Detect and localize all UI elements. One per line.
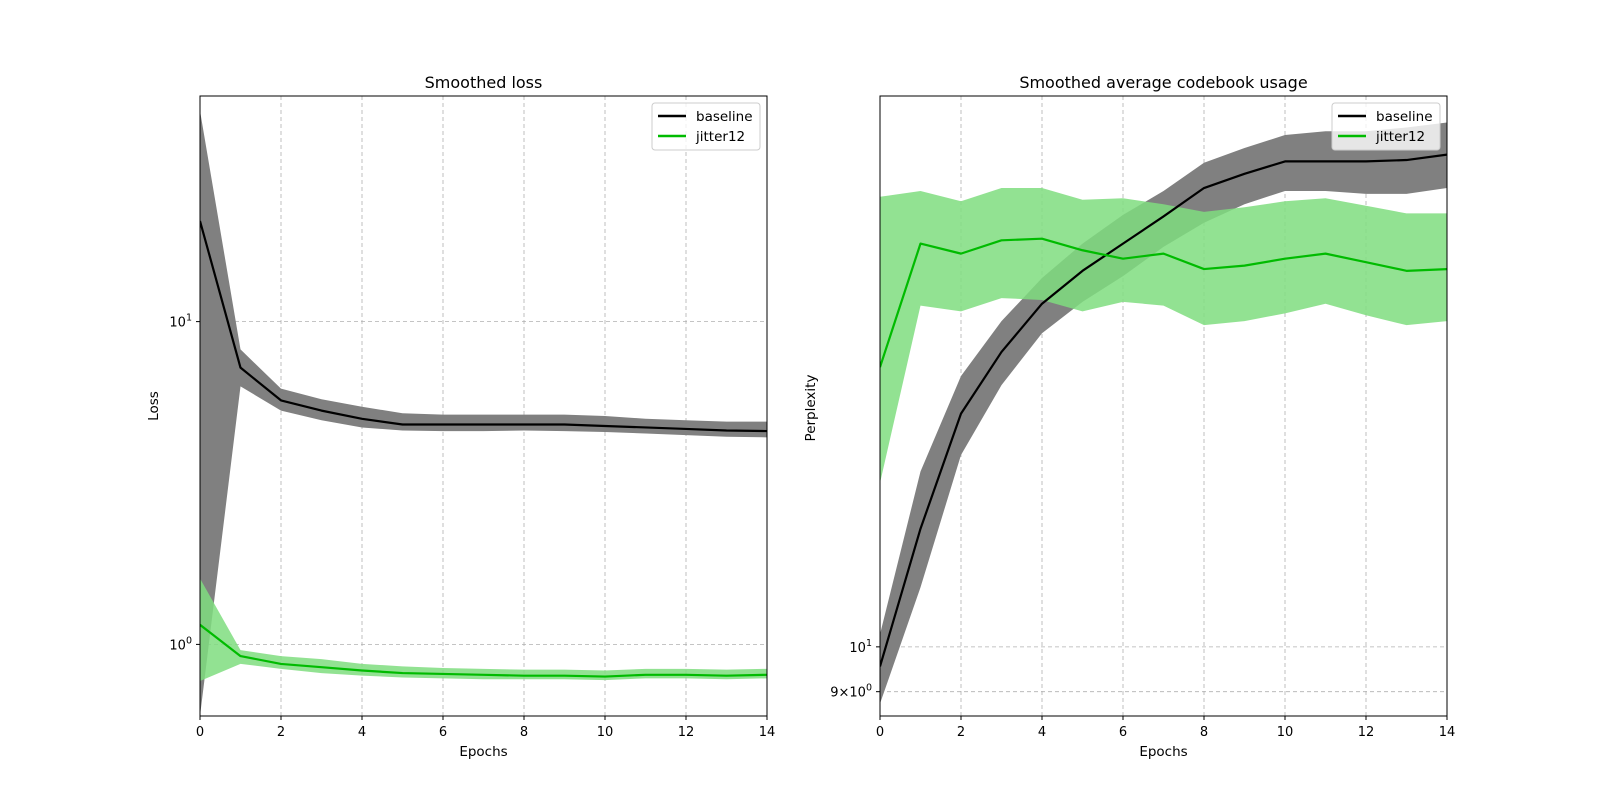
loss-chart-title: Smoothed loss: [425, 73, 543, 92]
loss-x-ticks: 0 2 4 6 8 10 12 14: [196, 716, 775, 740]
usage-x-tick-label: 0: [876, 725, 884, 740]
codebook-usage-chart: 0 2 4 6 8 10 12 14 101 9×100 Smoothed average co…: [803, 73, 1455, 760]
usage-line-jitter12: [880, 237, 1447, 368]
usage-x-tick-label: 2: [957, 725, 965, 740]
usage-x-axis-label: Epochs: [1139, 744, 1187, 760]
usage-y-ticks: 101 9×100: [830, 638, 880, 701]
loss-line-baseline: [200, 220, 767, 433]
loss-y-ticks: 101 100: [169, 313, 200, 653]
usage-y-tick-label: 101: [849, 638, 872, 656]
loss-x-tick-label: 14: [759, 725, 776, 740]
loss-y-tick-label: 100: [169, 635, 192, 653]
loss-y-axis-label: Loss: [146, 391, 162, 421]
loss-x-tick-label: 0: [196, 725, 204, 740]
loss-x-tick-label: 2: [277, 725, 285, 740]
usage-x-tick-label: 10: [1277, 725, 1294, 740]
loss-legend: baseline jitter12: [651, 102, 761, 151]
loss-lines: [200, 220, 767, 678]
usage-x-tick-label: 6: [1119, 725, 1127, 740]
usage-y-tick-label: 9×100: [830, 683, 872, 701]
usage-x-tick-label: 14: [1439, 725, 1456, 740]
usage-band-jitter12: [880, 188, 1447, 483]
usage-chart-title: Smoothed average codebook usage: [1019, 73, 1307, 92]
usage-lines: [880, 153, 1447, 667]
loss-band-jitter12: [200, 578, 767, 682]
usage-axes-frame: [879, 95, 1448, 717]
usage-legend: baseline jitter12: [1331, 102, 1441, 151]
loss-x-tick-label: 6: [439, 725, 447, 740]
loss-x-tick-label: 4: [358, 725, 366, 740]
loss-y-tick-label: 101: [169, 313, 192, 331]
usage-x-ticks: 0 2 4 6 8 10 12 14: [876, 716, 1455, 740]
usage-x-tick-label: 4: [1038, 725, 1046, 740]
usage-x-tick-label: 8: [1200, 725, 1208, 740]
loss-x-tick-label: 8: [520, 725, 528, 740]
usage-bands: [880, 122, 1447, 704]
loss-x-tick-label: 10: [597, 725, 614, 740]
usage-y-axis-label: Perplexity: [803, 375, 819, 442]
loss-line-jitter12: [200, 623, 767, 678]
loss-bands: [200, 110, 767, 716]
usage-line-baseline: [880, 153, 1447, 667]
usage-x-tick-label: 12: [1358, 725, 1375, 740]
loss-x-axis-label: Epochs: [459, 744, 507, 760]
usage-legend-label-jitter12: jitter12: [1375, 129, 1425, 145]
loss-axes-frame: [199, 95, 768, 717]
loss-band-baseline: [200, 110, 767, 716]
usage-legend-label-baseline: baseline: [1376, 109, 1433, 125]
loss-x-tick-label: 12: [678, 725, 695, 740]
loss-legend-label-jitter12: jitter12: [695, 129, 745, 145]
loss-legend-label-baseline: baseline: [696, 109, 753, 125]
